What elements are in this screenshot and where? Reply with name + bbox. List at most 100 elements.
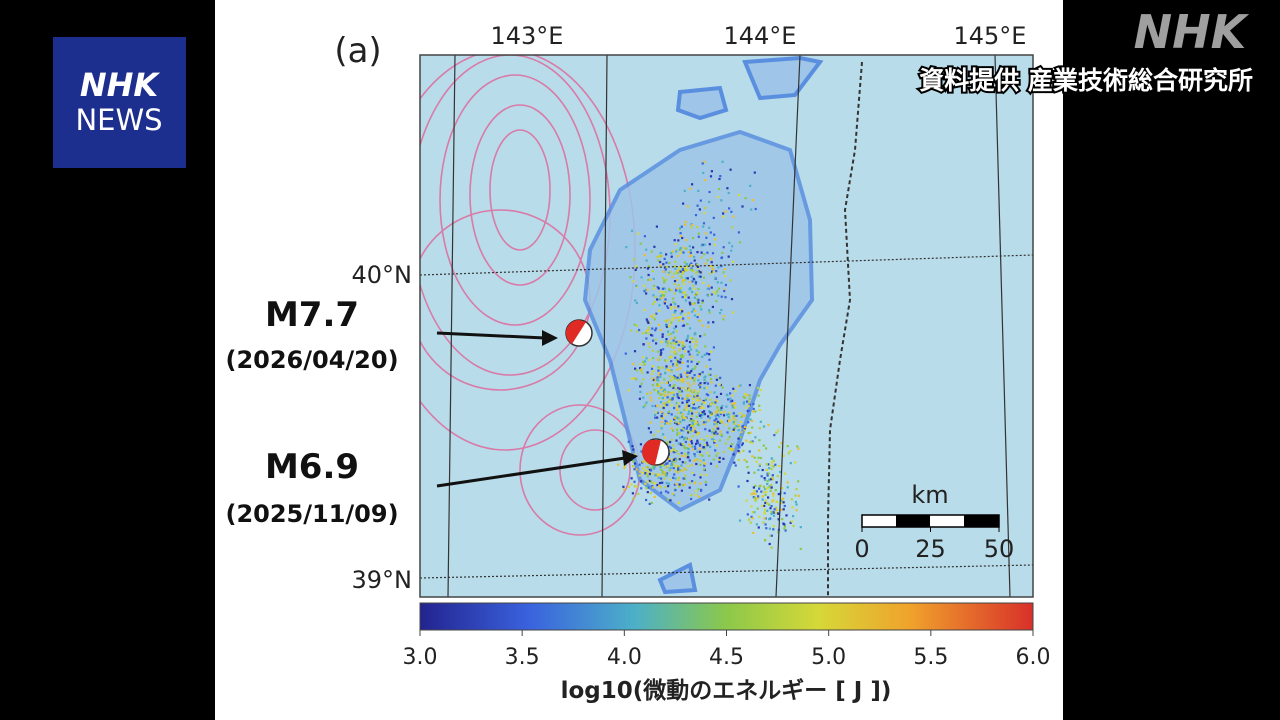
tremor-point xyxy=(708,353,711,356)
tremor-point xyxy=(695,415,698,418)
tremor-point xyxy=(708,243,711,246)
tremor-point xyxy=(715,417,718,420)
tremor-point xyxy=(644,482,647,485)
tremor-point xyxy=(675,483,678,486)
tremor-point xyxy=(663,279,666,282)
tremor-point xyxy=(677,340,680,343)
tremor-point xyxy=(719,175,722,178)
tremor-point xyxy=(674,415,677,418)
tremor-point xyxy=(642,378,645,381)
tremor-point xyxy=(745,439,748,442)
tremor-point xyxy=(673,483,676,486)
tremor-point xyxy=(685,406,688,409)
tremor-point xyxy=(721,160,724,163)
tremor-point xyxy=(721,421,724,424)
tremor-point xyxy=(667,482,670,485)
tremor-point xyxy=(649,431,652,434)
tremor-point xyxy=(709,445,712,448)
tremor-point xyxy=(676,404,679,408)
tremor-point xyxy=(693,473,696,477)
tremor-point xyxy=(743,429,746,432)
tremor-point xyxy=(673,272,676,275)
tremor-point xyxy=(655,384,658,387)
tremor-point xyxy=(677,471,680,474)
tremor-point xyxy=(689,428,692,431)
tremor-point xyxy=(703,276,706,279)
tremor-point xyxy=(708,417,711,420)
tremor-point xyxy=(686,365,689,368)
tremor-point xyxy=(696,263,699,266)
tremor-point xyxy=(687,399,690,402)
tremor-point xyxy=(763,508,766,511)
tremor-point xyxy=(677,501,681,504)
tremor-point xyxy=(777,429,780,432)
tremor-point xyxy=(646,288,649,291)
tremor-point xyxy=(617,463,620,466)
tremor-point xyxy=(695,442,698,445)
tremor-point xyxy=(765,468,768,471)
tremor-point xyxy=(654,329,657,332)
tremor-point xyxy=(750,505,753,508)
tremor-point xyxy=(678,268,681,271)
tremor-point xyxy=(627,485,630,488)
tremor-point xyxy=(692,269,695,272)
tremor-point xyxy=(664,390,667,393)
tremor-point xyxy=(651,269,654,273)
tremor-point xyxy=(635,301,638,305)
tremor-point xyxy=(673,346,676,349)
tremor-point xyxy=(786,481,789,484)
tremor-point xyxy=(774,511,778,514)
tremor-point xyxy=(660,351,663,354)
tremor-point xyxy=(656,474,659,478)
tremor-point xyxy=(653,388,656,391)
tremor-point xyxy=(698,412,701,415)
tremor-point xyxy=(731,406,734,409)
tremor-point xyxy=(716,400,719,403)
tremor-point xyxy=(704,345,707,348)
tremor-point xyxy=(641,332,644,335)
tremor-point xyxy=(728,435,731,438)
tremor-point xyxy=(648,468,651,471)
tremor-point xyxy=(741,442,744,445)
tremor-point xyxy=(673,383,676,387)
tremor-point xyxy=(670,255,673,258)
tremor-point xyxy=(712,458,715,461)
tremor-point xyxy=(689,249,692,252)
tremor-point xyxy=(684,350,687,353)
tremor-point xyxy=(799,547,802,550)
tremor-point xyxy=(718,415,721,418)
tremor-point xyxy=(670,449,673,452)
tremor-point xyxy=(705,393,708,396)
tremor-point xyxy=(770,457,773,460)
tremor-point xyxy=(674,377,677,380)
tremor-point xyxy=(768,478,771,481)
tremor-point xyxy=(743,427,746,430)
tremor-point xyxy=(686,268,689,272)
tremor-point xyxy=(649,480,653,483)
tremor-point xyxy=(714,430,717,433)
tremor-point xyxy=(669,466,672,470)
tremor-point xyxy=(639,443,642,446)
tremor-point xyxy=(663,378,666,381)
tremor-point xyxy=(686,393,689,396)
tremor-point xyxy=(721,251,724,254)
tremor-point xyxy=(665,381,668,384)
tremor-point xyxy=(686,397,689,400)
tremor-point xyxy=(722,414,726,417)
tremor-point xyxy=(708,311,711,314)
tremor-point xyxy=(664,472,667,475)
tremor-point xyxy=(655,404,659,407)
tremor-point xyxy=(689,303,692,306)
tremor-point xyxy=(684,455,687,458)
tremor-point xyxy=(740,431,743,434)
tremor-point xyxy=(676,255,680,258)
tremor-point xyxy=(724,210,727,213)
tremor-point xyxy=(679,316,682,319)
tremor-point xyxy=(735,414,738,417)
tremor-point xyxy=(635,369,638,372)
tremor-point xyxy=(683,419,686,422)
tremor-point xyxy=(688,431,692,434)
tremor-point xyxy=(703,160,706,163)
tremor-point xyxy=(708,358,711,361)
tremor-point xyxy=(677,402,680,405)
